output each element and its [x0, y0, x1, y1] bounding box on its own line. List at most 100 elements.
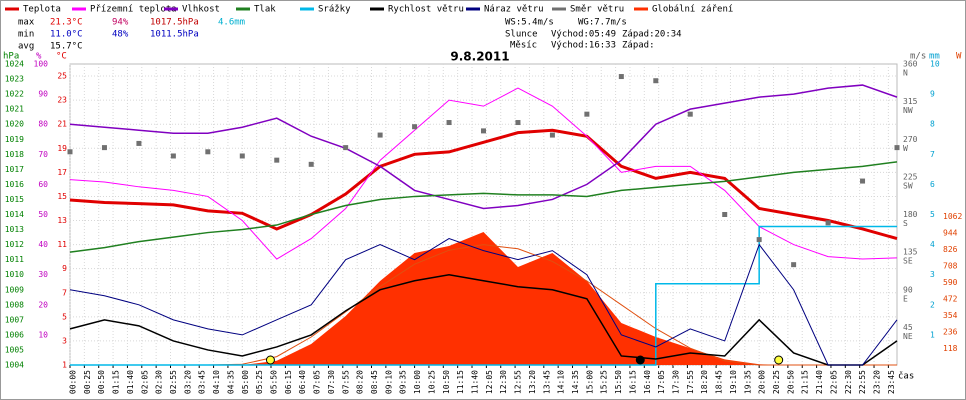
- direction-point: [860, 178, 866, 184]
- x-tick-label: 00:50: [97, 370, 106, 394]
- stat-value: 11.0°C: [50, 30, 83, 40]
- x-tick-label: 17:55: [686, 370, 695, 394]
- direction-point: [515, 120, 521, 126]
- x-tick-label: 14:35: [571, 370, 580, 394]
- y-tick-name: E: [903, 294, 908, 303]
- series-line: [69, 128, 898, 241]
- x-tick-label: 15:00: [585, 370, 594, 394]
- y-tick-label: 5: [930, 210, 935, 219]
- direction-point: [101, 145, 107, 151]
- x-tick-label: 02:05: [140, 370, 149, 394]
- y-tick-label: 3: [930, 270, 935, 279]
- stat-value: 21.3°C: [50, 18, 83, 28]
- direction-point: [343, 145, 349, 151]
- y-tick-label: 6: [930, 180, 935, 189]
- y-tick-label: 45: [903, 323, 913, 332]
- x-tick-label: 22:30: [844, 370, 853, 394]
- y-tick-label: 236: [943, 327, 958, 336]
- x-tick-label: 07:55: [341, 370, 350, 394]
- y-tick-label: 1017: [5, 165, 24, 174]
- y-tick-label: 1013: [5, 225, 24, 234]
- x-tick-label: 22:05: [829, 370, 838, 394]
- direction-point: [67, 149, 73, 155]
- direction-point: [136, 140, 142, 146]
- x-tick-label: 10:50: [442, 370, 451, 394]
- x-tick-label: 03:45: [198, 370, 207, 394]
- x-tick-label: 12:30: [499, 370, 508, 394]
- y-tick-label: 1018: [5, 150, 24, 159]
- y-tick-label: 180: [903, 210, 918, 219]
- time-marker: [265, 355, 275, 365]
- legend-label: Srážky: [318, 5, 351, 15]
- y-tick-label: 1: [930, 330, 935, 339]
- x-tick-label: 10:25: [427, 370, 436, 394]
- radiation-area: [70, 232, 897, 365]
- legend-label: Teplota: [23, 5, 61, 15]
- axis-unit: hPa: [3, 52, 19, 62]
- sun-label: Slunce: [505, 30, 538, 40]
- wind-info: WG:7.7m/s: [578, 18, 627, 28]
- x-tick-label: 00:00: [69, 370, 78, 394]
- x-tick-label: 00:25: [83, 370, 92, 394]
- y-tick-label: 9: [62, 264, 67, 273]
- wind-info: WS:5.4m/s: [505, 18, 554, 28]
- moon-label: Měsíc: [510, 41, 537, 51]
- y-tick-label: 23: [57, 96, 67, 105]
- direction-point: [170, 153, 176, 159]
- stat-value: 4.6mm: [218, 18, 245, 28]
- y-tick-label: 1: [62, 361, 67, 370]
- y-tick-label: 1021: [5, 105, 24, 114]
- series-line: [69, 273, 898, 366]
- time-marker: [774, 355, 784, 365]
- stat-value: 94%: [112, 18, 129, 28]
- y-tick-label: 315: [903, 97, 918, 106]
- sun-rise: Východ:05:49: [551, 30, 616, 40]
- direction-point: [549, 132, 555, 138]
- x-tick-label: 02:30: [155, 370, 164, 394]
- x-tick-label: 12:05: [485, 370, 494, 394]
- x-tick-label: 09:35: [399, 370, 408, 394]
- y-tick-label: 4: [930, 240, 935, 249]
- direction-point: [894, 145, 900, 151]
- series-line: [69, 161, 898, 253]
- direction-point: [308, 161, 314, 167]
- y-tick-label: 472: [943, 294, 958, 303]
- y-tick-label: 15: [57, 192, 67, 201]
- sun-set: Západ:20:34: [622, 30, 682, 40]
- stat-value: 1011.5hPa: [150, 30, 199, 40]
- x-tick-label: 05:50: [270, 370, 279, 394]
- y-tick-label: 590: [943, 278, 958, 287]
- x-tick-label: 18:45: [715, 370, 724, 394]
- y-tick-name: SE: [903, 257, 913, 266]
- x-tick-label: 10:00: [413, 370, 422, 394]
- y-tick-label: 13: [57, 216, 67, 225]
- x-tick-label: 01:40: [126, 370, 135, 394]
- y-tick-label: 1019: [5, 135, 24, 144]
- legend-label: Tlak: [254, 5, 276, 15]
- y-tick-label: 3: [62, 336, 67, 345]
- y-tick-label: 7: [930, 150, 935, 159]
- x-axis-label: čas: [898, 371, 914, 382]
- y-tick-label: 225: [903, 172, 918, 181]
- y-tick-label: 354: [943, 311, 958, 320]
- direction-point: [481, 128, 486, 134]
- y-tick-label: 50: [38, 210, 48, 219]
- x-tick-label: 21:15: [801, 370, 810, 394]
- y-tick-label: 21: [57, 120, 67, 129]
- x-tick-label: 13:20: [528, 370, 537, 394]
- y-tick-label: 270: [903, 135, 918, 144]
- axis-unit: °C: [56, 52, 67, 62]
- legend-label: Směr větru: [570, 5, 624, 15]
- y-tick-label: 25: [57, 72, 67, 81]
- x-tick-label: 11:40: [471, 370, 480, 394]
- x-tick-label: 20:25: [772, 370, 781, 394]
- y-tick-label: 60: [38, 180, 48, 189]
- y-tick-label: 1009: [5, 285, 24, 294]
- moon-rise: Východ:16:33: [551, 41, 616, 51]
- x-tick-label: 12:55: [514, 370, 523, 394]
- y-tick-label: 135: [903, 248, 918, 257]
- stat-label: max: [18, 18, 35, 28]
- y-tick-label: 118: [943, 344, 958, 353]
- y-tick-label: 17: [57, 168, 67, 177]
